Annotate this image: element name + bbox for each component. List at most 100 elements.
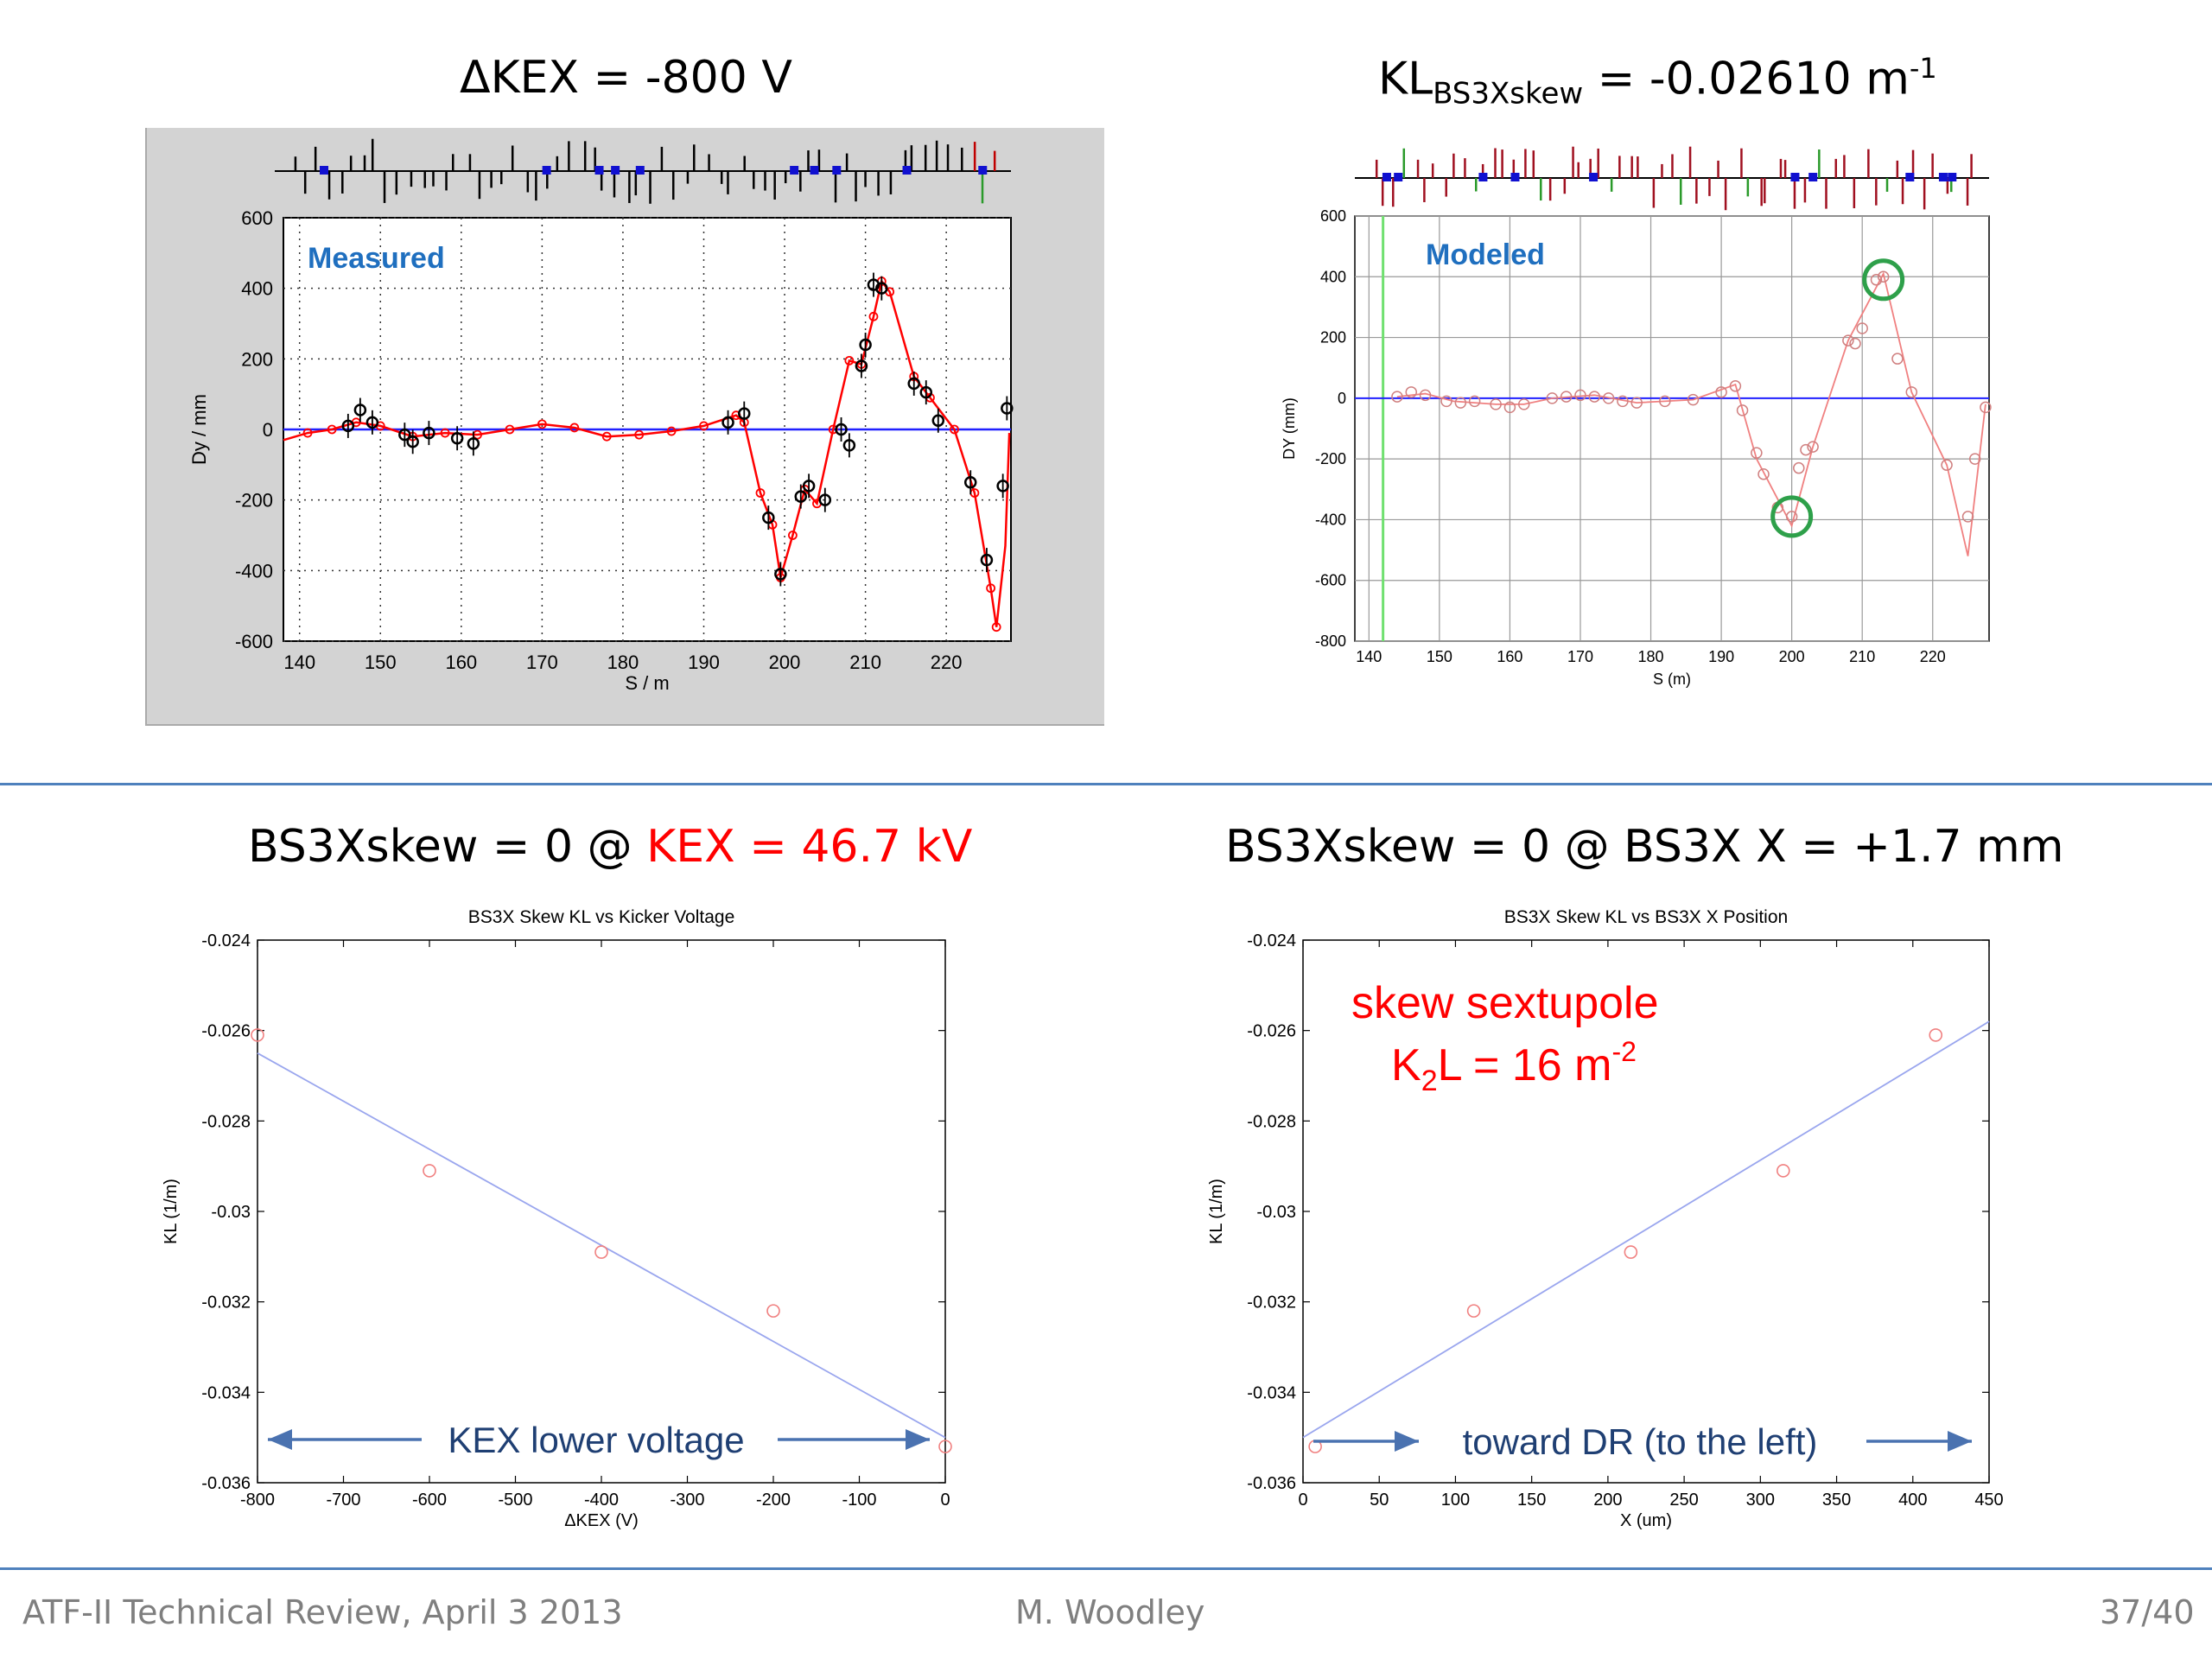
kicker-ytick: -0.03 bbox=[211, 1203, 251, 1222]
position-ytick: -0.03 bbox=[1256, 1203, 1296, 1222]
measured-point bbox=[907, 377, 920, 391]
measured-point bbox=[762, 511, 775, 524]
modeled-xtick: 150 bbox=[1427, 648, 1452, 665]
measured-xtick: 220 bbox=[931, 652, 963, 673]
lattice-bpm bbox=[810, 166, 819, 175]
panel1-title: ΔKEX = -800 V bbox=[460, 52, 792, 104]
measured-point bbox=[450, 431, 464, 445]
measured-point bbox=[802, 480, 816, 493]
measured-point bbox=[980, 553, 994, 567]
lattice-bpm bbox=[1589, 173, 1599, 181]
measured-point bbox=[835, 423, 848, 436]
kicker-ytick: -0.036 bbox=[201, 1474, 251, 1493]
lattice-bpm bbox=[832, 166, 842, 175]
modeled-point bbox=[1391, 391, 1403, 403]
position-point bbox=[1776, 1164, 1790, 1178]
measured-xtick: 180 bbox=[607, 652, 639, 673]
lattice-bpm bbox=[902, 166, 912, 175]
measured-ytick: -200 bbox=[235, 490, 273, 512]
measured-ytick: -400 bbox=[235, 560, 273, 582]
position-xtick: 200 bbox=[1593, 1491, 1622, 1510]
modeled-point bbox=[1736, 404, 1749, 416]
lattice-bpm bbox=[1394, 173, 1403, 181]
position-ytick: -0.034 bbox=[1247, 1383, 1296, 1402]
measured-point bbox=[398, 428, 411, 442]
measured-model-point bbox=[537, 419, 547, 429]
measured-ytick: 600 bbox=[241, 207, 273, 229]
lattice-bpm bbox=[1905, 173, 1915, 181]
modeled-point bbox=[1870, 274, 1883, 286]
lattice-bpm bbox=[1790, 173, 1800, 181]
position-arrow-label: toward DR (to the left) bbox=[1463, 1421, 1818, 1462]
measured-model-point bbox=[755, 488, 766, 498]
kicker-xtick: -200 bbox=[756, 1491, 791, 1510]
modeled-xtick: 200 bbox=[1779, 648, 1805, 665]
modeled-xtick: 210 bbox=[1849, 648, 1875, 665]
kicker-point bbox=[594, 1245, 608, 1259]
lattice-bpm bbox=[1478, 173, 1488, 181]
measured-model-point bbox=[327, 424, 337, 435]
position-xtick: 450 bbox=[1974, 1491, 2003, 1510]
measured-point bbox=[842, 439, 856, 452]
modeled-point bbox=[1980, 401, 1992, 414]
panel4-title: BS3Xskew = 0 @ BS3X X = +1.7 mm bbox=[1225, 821, 2064, 873]
position-arrow-left-head bbox=[1395, 1431, 1419, 1452]
measured-point bbox=[774, 568, 787, 581]
modeled-xtick: 170 bbox=[1567, 648, 1593, 665]
modeled-ytick: 600 bbox=[1320, 207, 1346, 225]
position-xtick: 50 bbox=[1370, 1491, 1389, 1510]
modeled-point bbox=[1842, 334, 1854, 346]
modeled-highlight-circle bbox=[1862, 258, 1905, 302]
lattice-bpm bbox=[978, 166, 988, 175]
measured-model-point bbox=[788, 531, 798, 540]
position-point bbox=[1624, 1245, 1638, 1259]
measured-label: Measured bbox=[308, 242, 445, 275]
measured-model-point bbox=[844, 355, 855, 365]
modeled-point bbox=[1602, 392, 1615, 404]
measured-point bbox=[406, 435, 419, 448]
measured-point bbox=[859, 338, 872, 352]
measured-model-point bbox=[505, 424, 515, 435]
modeled-highlight-circle bbox=[1770, 495, 1814, 538]
footer-page-number: 37/40 bbox=[2100, 1593, 2195, 1631]
footer-divider bbox=[0, 1567, 2212, 1570]
modeled-label: Modeled bbox=[1426, 238, 1545, 271]
measured-ytick: -600 bbox=[235, 631, 273, 652]
kicker-ytick: -0.028 bbox=[201, 1112, 251, 1131]
kicker-title: BS3X Skew KL vs Kicker Voltage bbox=[468, 907, 735, 927]
note-line1: skew sextupole bbox=[1351, 978, 1659, 1028]
measured-point bbox=[721, 416, 734, 429]
kicker-plot-area bbox=[257, 939, 946, 1484]
panel2-title-sup: -1 bbox=[1909, 52, 1937, 85]
measured-model-point bbox=[950, 424, 959, 435]
modeled-point bbox=[1588, 391, 1601, 403]
modeled-point bbox=[1454, 397, 1467, 409]
measured-point bbox=[423, 426, 435, 440]
note-sup: -2 bbox=[1611, 1036, 1636, 1067]
measured-point bbox=[1001, 402, 1014, 415]
measured-model-point bbox=[569, 423, 580, 433]
panel3-title-b: KEX = 46.7 kV bbox=[646, 821, 973, 873]
kicker-xtick: -400 bbox=[584, 1491, 619, 1510]
modeled-ytick: 400 bbox=[1320, 268, 1346, 285]
measured-xtick: 210 bbox=[849, 652, 881, 673]
kicker-voltage-chart: BS3X Skew KL vs Kicker Voltage -800 -700 -6… bbox=[162, 907, 952, 1530]
modeled-point bbox=[1905, 386, 1918, 398]
measured-ytick: 200 bbox=[241, 348, 273, 370]
measured-point bbox=[875, 282, 888, 295]
measured-ylabel: Dy / mm bbox=[188, 394, 210, 465]
lattice-bpm bbox=[1938, 173, 1948, 181]
measured-point bbox=[467, 437, 480, 450]
measured-xlabel: S / m bbox=[625, 672, 669, 694]
measured-ytick: 400 bbox=[241, 278, 273, 300]
modeled-ytick: -800 bbox=[1315, 632, 1346, 650]
position-title: BS3X Skew KL vs BS3X X Position bbox=[1504, 907, 1788, 927]
kicker-point bbox=[766, 1304, 780, 1318]
kicker-xtick: 0 bbox=[940, 1491, 950, 1510]
modeled-point bbox=[1630, 397, 1643, 409]
kicker-fit-line bbox=[257, 1052, 946, 1439]
measured-chart: 140 150 160 170 180 190 200 210 220 600 400 200 0 -20… bbox=[188, 138, 1014, 694]
lattice-bpm bbox=[320, 166, 329, 175]
footer-left: ATF-II Technical Review, April 3 2013 bbox=[22, 1593, 623, 1631]
panel3-title: BS3Xskew = 0 @ KEX = 46.7 kV bbox=[248, 821, 972, 873]
